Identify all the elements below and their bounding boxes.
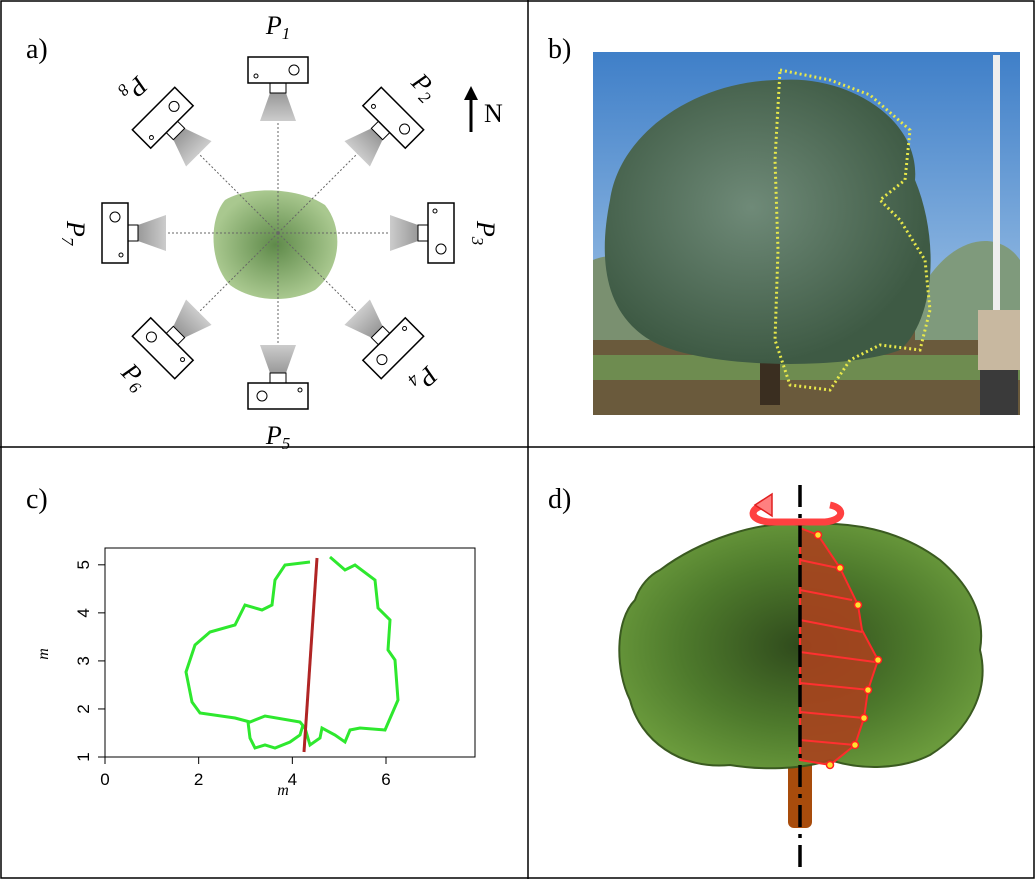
camera-letter: P [471,220,500,237]
camera-label: P6 [113,357,154,398]
camera-body [131,316,195,380]
camera [247,345,309,410]
camera-letter: P [61,220,90,237]
panel-label: c) [26,484,48,515]
camera [131,299,212,380]
y-tick-label: 2 [74,704,93,713]
panel-label: a) [26,34,48,65]
camera-subscript: 5 [282,434,291,453]
camera-dot [297,387,303,393]
y-tick-label: 4 [74,608,93,617]
camera-lens [417,224,429,242]
camera-dot [168,100,180,112]
camera-body [427,202,455,264]
profile-points [813,530,883,770]
x-axis-label: m [277,782,289,799]
camera [344,299,425,380]
view-cone [390,215,418,251]
x-tick-label: 6 [381,770,390,789]
person [978,310,1020,370]
camera-label: P1 [265,11,290,43]
trunk-axis [302,557,319,753]
camera [247,56,309,121]
camera [101,202,166,264]
camera-body [247,382,309,410]
camera-subscript: 7 [58,237,77,247]
panel-label: d) [548,484,571,515]
pole [993,55,1000,415]
y-tick-label: 3 [74,656,93,665]
camera-label: P8 [114,68,155,109]
camera-dot [370,103,376,109]
tree-model [618,485,984,870]
camera [390,202,455,264]
plot-box [104,547,476,758]
camera-dot [399,123,411,135]
camera [131,86,212,167]
tree [604,79,931,364]
camera-dot [288,64,300,76]
plot: 0 2 4 6 1 2 3 4 5 [74,547,476,789]
panel-label: b) [548,34,571,65]
camera-lens [269,82,287,94]
revolved-profile [799,526,880,767]
y-tick-label: 5 [74,560,93,569]
camera-dot [376,354,388,366]
view-cone [344,299,383,338]
camera-body [247,56,309,84]
camera-letter: P [265,11,282,40]
person [980,370,1018,415]
view-cone [173,299,212,338]
hatching [799,559,876,746]
camera-label: P2 [403,67,444,108]
camera-label: P4 [403,358,444,399]
crown-profile [184,555,400,750]
camera-dot [256,390,268,402]
y-axis-label: m [35,648,52,660]
camera-dot [253,73,259,79]
camera-label: P7 [58,220,90,247]
camera-body [361,316,425,380]
north-arrow-head [464,86,478,100]
rotation-arrow [749,501,845,526]
x-tick-label: 2 [194,770,203,789]
camera-dot [148,135,154,141]
y-tick-label: 1 [74,752,93,761]
camera-dot [118,252,124,258]
x-tick-label: 4 [288,770,297,789]
photo [593,52,1020,415]
x-tick-label: 0 [100,770,109,789]
view-cone [260,345,296,373]
camera-dot [145,331,157,343]
camera-dot [109,211,121,223]
camera-dot [180,357,186,363]
camera-lens [127,224,139,242]
camera-body [361,86,425,150]
camera-body [101,202,129,264]
camera [344,86,425,167]
view-cone [344,128,383,167]
camera-dot [432,208,438,214]
camera-lens [269,372,287,384]
rotation-arrow-head [753,492,773,518]
camera-letter: P [265,421,282,450]
camera-body [131,86,195,150]
camera-label: P3 [468,220,500,245]
view-cone [260,93,296,121]
camera-dot [435,243,447,255]
view-cone [138,215,166,251]
camera-dot [402,325,408,331]
camera-label: P5 [265,421,290,453]
outline-points [773,68,932,392]
north-label: N [484,99,503,128]
crown [213,190,338,300]
camera-subscript: 1 [282,24,291,43]
view-cone [173,128,212,167]
camera-subscript: 3 [468,236,487,246]
camera-layout [101,56,455,410]
